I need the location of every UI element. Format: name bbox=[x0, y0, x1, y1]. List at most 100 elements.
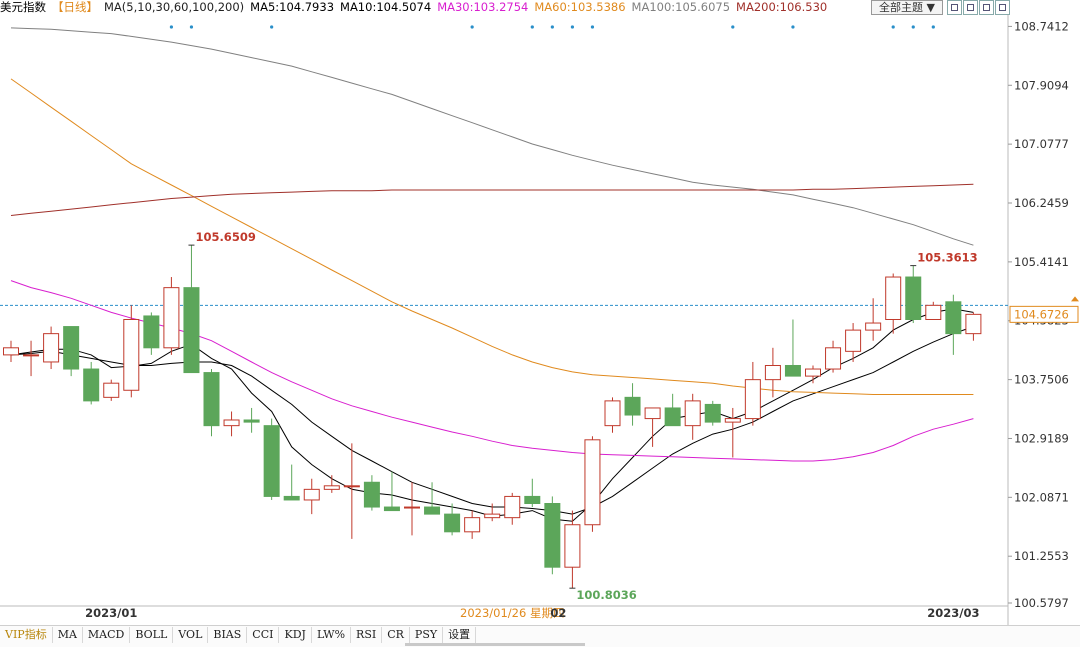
candle-body bbox=[63, 326, 80, 370]
ma-line-ma60 bbox=[10, 78, 974, 395]
candle-body bbox=[644, 407, 661, 420]
candle bbox=[524, 478, 541, 508]
tab-ma[interactable]: MA bbox=[53, 627, 83, 643]
candle bbox=[383, 471, 400, 512]
candle-body bbox=[23, 354, 40, 357]
tab-macd[interactable]: MACD bbox=[83, 627, 131, 643]
tab-bias[interactable]: BIAS bbox=[208, 627, 248, 643]
candle-body bbox=[664, 407, 681, 427]
event-marker-icon bbox=[791, 25, 795, 29]
indicator-tab-bar: VIP指标 MA MACD BOLL VOL BIAS CCI KDJ LW% … bbox=[0, 625, 1080, 647]
candle-body bbox=[143, 315, 160, 349]
candle-body bbox=[323, 485, 340, 490]
candle-body bbox=[404, 506, 420, 509]
candle bbox=[183, 245, 200, 374]
y-tick-label: 102.9189 bbox=[1014, 431, 1069, 445]
candle-body bbox=[704, 403, 721, 423]
theme-select-button[interactable]: 全部主题 ▼ bbox=[871, 0, 943, 15]
current-price-label: 104.6726 bbox=[1014, 307, 1069, 321]
candle-body bbox=[945, 301, 962, 335]
candle bbox=[724, 407, 741, 458]
tab-cr[interactable]: CR bbox=[382, 627, 410, 643]
candle bbox=[885, 273, 902, 334]
horizontal-scrollbar[interactable] bbox=[405, 643, 585, 646]
tab-kdj[interactable]: KDJ bbox=[279, 627, 312, 643]
candle-body bbox=[784, 364, 801, 377]
tab-rsi[interactable]: RSI bbox=[351, 627, 383, 643]
tab-cci[interactable]: CCI bbox=[247, 627, 280, 643]
candle-body bbox=[744, 379, 761, 420]
tab-settings[interactable]: 设置 bbox=[443, 627, 477, 643]
candle bbox=[484, 503, 501, 522]
ma100-value: MA100:105.6075 bbox=[631, 0, 731, 14]
event-marker-icon bbox=[911, 25, 915, 29]
candle bbox=[764, 347, 781, 398]
instrument-name: 美元指数 bbox=[0, 0, 46, 14]
x-tick-label: 2023/03 bbox=[927, 606, 979, 620]
candle-body bbox=[263, 425, 280, 497]
tab-boll[interactable]: BOLL bbox=[130, 627, 174, 643]
candle bbox=[363, 475, 380, 511]
tab-vol[interactable]: VOL bbox=[173, 627, 209, 643]
candle-body bbox=[343, 485, 360, 488]
candle bbox=[143, 312, 160, 355]
candle-body bbox=[223, 419, 240, 427]
candlestick-chart[interactable]: 108.7412 107.9094 107.0777 106.2459 105.4141… bbox=[0, 0, 1080, 625]
ma30-value: MA30:103.2754 bbox=[437, 0, 529, 14]
candle-body bbox=[965, 313, 982, 335]
candle-body bbox=[3, 347, 19, 356]
tab-lw[interactable]: LW% bbox=[312, 627, 352, 643]
layout-icon[interactable] bbox=[979, 0, 994, 15]
candle bbox=[784, 319, 801, 377]
tab-psy[interactable]: PSY bbox=[410, 627, 444, 643]
candle bbox=[624, 383, 641, 426]
ma60-value: MA60:103.5386 bbox=[534, 0, 626, 14]
candle bbox=[805, 365, 821, 384]
y-tick-label: 107.0777 bbox=[1014, 137, 1069, 151]
candle-body bbox=[544, 503, 561, 568]
ma-line-ma30 bbox=[10, 280, 974, 462]
candle-body bbox=[464, 517, 481, 533]
candle-body bbox=[724, 418, 741, 423]
candle-body bbox=[43, 333, 60, 363]
candle bbox=[43, 326, 60, 370]
window-icon[interactable] bbox=[947, 0, 962, 15]
candle-body bbox=[163, 287, 180, 349]
candle-body bbox=[103, 382, 120, 398]
candle bbox=[825, 340, 842, 373]
candle-body bbox=[684, 400, 701, 427]
x-tick-label: 02 bbox=[550, 606, 566, 620]
ma-param-label: MA(5,10,30,60,100,200) bbox=[104, 0, 245, 14]
candle bbox=[584, 436, 601, 532]
y-tick-label: 108.7412 bbox=[1014, 19, 1069, 33]
ma10-value: MA10:104.5074 bbox=[340, 0, 432, 14]
y-tick-label: 102.0871 bbox=[1014, 490, 1069, 504]
candle bbox=[283, 464, 300, 501]
candle-body bbox=[624, 396, 641, 416]
event-marker-icon bbox=[590, 25, 595, 29]
candle bbox=[243, 407, 260, 433]
event-marker-icon bbox=[891, 25, 895, 29]
event-marker-icon bbox=[530, 25, 534, 29]
candle bbox=[303, 478, 320, 515]
fullscreen-icon[interactable] bbox=[995, 0, 1010, 15]
period-label: 【日线】 bbox=[52, 0, 98, 14]
y-tick-label: 105.4141 bbox=[1014, 255, 1069, 269]
candle bbox=[404, 482, 420, 536]
candle bbox=[925, 301, 942, 320]
candle-body bbox=[805, 368, 821, 377]
ma-line-ma200 bbox=[10, 183, 974, 216]
grid-icon[interactable] bbox=[963, 0, 978, 15]
event-marker-icon bbox=[931, 25, 935, 29]
tab-vip[interactable]: VIP指标 bbox=[0, 627, 53, 643]
candle-body bbox=[83, 368, 100, 402]
candle-body bbox=[845, 329, 862, 352]
chart-legend: 美元指数 【日线】 MA(5,10,30,60,100,200) MA5:104.79… bbox=[0, 0, 870, 14]
candle-body bbox=[303, 488, 320, 501]
candle bbox=[845, 323, 862, 362]
candle bbox=[103, 379, 120, 401]
candle-body bbox=[524, 495, 541, 505]
y-tick-label: 103.7506 bbox=[1014, 373, 1069, 387]
candle bbox=[905, 265, 922, 324]
candle bbox=[604, 397, 621, 433]
